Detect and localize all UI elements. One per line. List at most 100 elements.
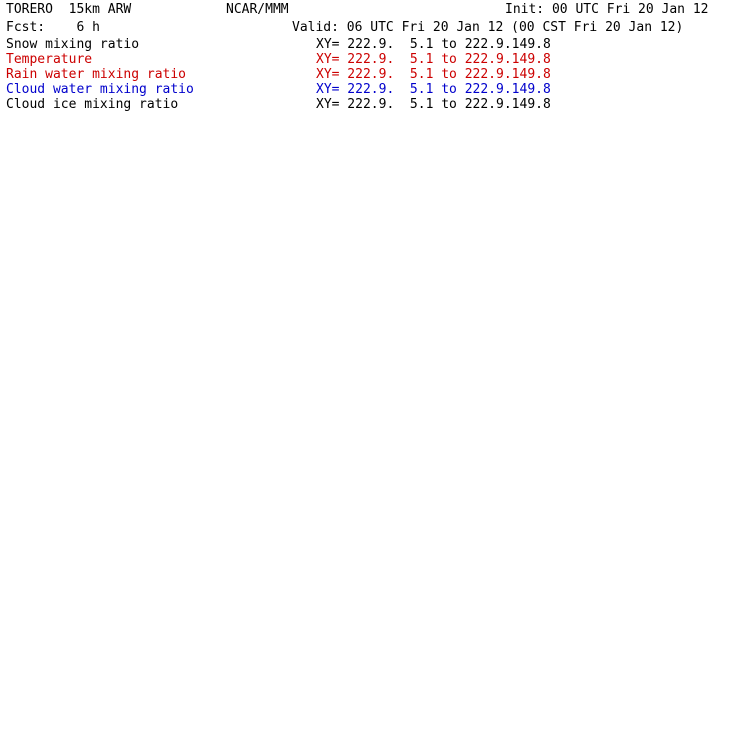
rain-water-contour [109, 585, 141, 650]
forecast-hour: Fcst: 6 h [6, 20, 100, 35]
isotherm-label: -20 [220, 252, 240, 265]
isotherm-label: 20 [561, 586, 574, 599]
x-tick-label: 2000 [615, 698, 642, 711]
stable-contour-line [50, 170, 681, 173]
isotherm-label-bg [457, 254, 482, 267]
x-tick-label: 0 [48, 698, 55, 711]
temperature-contour-line [50, 546, 681, 592]
stable-contour-line [50, 236, 681, 241]
isotherm-label: -30 [431, 217, 451, 230]
x-tick-label: 400 [156, 698, 176, 711]
south-end-label: S [81, 714, 88, 728]
isotherm-line [50, 384, 681, 395]
stable-contour-line [50, 136, 681, 140]
cloud-water-contour [402, 551, 433, 601]
x-tick-label: 1800 [557, 698, 584, 711]
cloud-water-max-marker: H [114, 562, 121, 575]
cloud-water-max-value: .0939 [401, 579, 434, 592]
x-tick-label: 200 [99, 698, 119, 711]
y-tick-label: 600 [25, 401, 45, 414]
isotherm-line [50, 306, 681, 314]
temperature-contour-line [425, 641, 680, 666]
stable-contour-line [50, 208, 681, 211]
field-label-cloud-water: Cloud water mixing ratio [6, 82, 194, 97]
isotherm-label: 20 [209, 610, 222, 623]
field-label-snow: Snow mixing ratio [6, 37, 140, 52]
cloud-water-contour [85, 608, 115, 634]
isotherm-label-bg [451, 302, 476, 315]
stable-contour-line [50, 180, 681, 184]
isotherm-label: -30 [459, 217, 479, 230]
isotherm-label-bg [203, 609, 228, 622]
y-tick-label: 900 [25, 592, 45, 605]
x-tick-label: 1600 [499, 698, 526, 711]
cloud-water-contour [396, 571, 407, 597]
isotherm-label: -20 [257, 253, 277, 266]
isotherm-label: 10 [215, 471, 228, 484]
north-end-label: N [657, 714, 664, 728]
stable-contour-line [50, 147, 681, 151]
valid-time: Valid: 06 UTC Fri 20 Jan 12 (00 CST Fri … [292, 20, 684, 35]
cloud-water-contour [96, 617, 104, 625]
isotherm-label-bg [416, 381, 441, 394]
field-label-rain: Rain water mixing ratio [6, 67, 187, 82]
isotherm-label: -10 [416, 301, 436, 314]
isotherm-label-bg [457, 485, 482, 498]
cloud-water-contour [463, 431, 493, 481]
isotherm-line [50, 452, 681, 493]
rain-water-max-value: .01703 [106, 594, 146, 607]
stable-contour-line [50, 118, 681, 122]
cloud-water-max-marker: H [414, 566, 421, 579]
isotherm-label: 20 [258, 602, 271, 615]
cloud-water-max-value: .0947 [101, 575, 134, 588]
isotherm-label-bg [555, 586, 580, 599]
isotherm-label-bg [252, 602, 277, 615]
x-tick-label: 800 [272, 698, 292, 711]
stable-contour-line [50, 355, 681, 358]
cloud-water-max-marker: H [475, 446, 482, 459]
isotherm-label-bg [220, 303, 245, 316]
x-tick-label: 1000 [326, 698, 353, 711]
plot-frame [50, 87, 681, 695]
isotherm-line [50, 220, 681, 224]
field-label-temperature: Temperature [6, 52, 93, 67]
surface-line [50, 660, 681, 670]
y-axis-title: Pressure (hPa) [3, 350, 17, 451]
field-range-cloud-ice: XY= 222.9. 5.1 to 222.9.149.8 [316, 97, 551, 112]
field-range-rain: XY= 222.9. 5.1 to 222.9.149.8 [316, 67, 551, 82]
isotherm-label: 10 [463, 485, 476, 498]
y-tick-label: 800 [25, 529, 45, 542]
field-range-snow: XY= 222.9. 5.1 to 222.9.149.8 [316, 37, 551, 52]
isotherm-label: -20 [459, 255, 479, 268]
x-axis-title: Distance (km) [349, 714, 443, 728]
field-label-cloud-ice: Cloud ice mixing ratio [6, 97, 179, 112]
isotherm-label-bg [240, 475, 265, 488]
y-tick-label: 200 [25, 146, 45, 159]
isotherm-label: 0 [426, 381, 433, 394]
init-time: Init: 00 UTC Fri 20 Jan 12 [505, 2, 709, 17]
x-tick-label: 1200 [384, 698, 411, 711]
isotherm-label-bg [240, 216, 265, 229]
stable-contour-line [50, 288, 681, 291]
y-tick-label: 700 [25, 465, 45, 478]
isotherm-label-bg [209, 471, 234, 484]
x-tick-label: 1400 [442, 698, 469, 711]
field-range-temperature: XY= 222.9. 5.1 to 222.9.149.8 [316, 52, 551, 67]
stable-contour-line [50, 329, 681, 333]
isotherm-line [50, 257, 681, 262]
isotherm-label-bg [414, 301, 439, 314]
isotherm-line [50, 585, 680, 629]
x-tick-label: 600 [214, 698, 234, 711]
y-tick-label: 1000 [19, 656, 46, 669]
isotherm-label: 10 [246, 475, 259, 488]
isotherm-label-bg [457, 216, 482, 229]
isotherm-label: -10 [223, 304, 243, 317]
cloud-water-contour [102, 547, 132, 598]
isotherm-label: -10 [454, 302, 474, 315]
cloud-water-contour [91, 613, 109, 629]
y-tick-label: 400 [25, 273, 45, 286]
isotherm-label-bg [217, 252, 242, 265]
model-title: TORERO 15km ARW [6, 2, 132, 17]
isotherm-label: -30 [243, 217, 263, 230]
field-range-cloud-water: XY= 222.9. 5.1 to 222.9.149.8 [316, 82, 551, 97]
